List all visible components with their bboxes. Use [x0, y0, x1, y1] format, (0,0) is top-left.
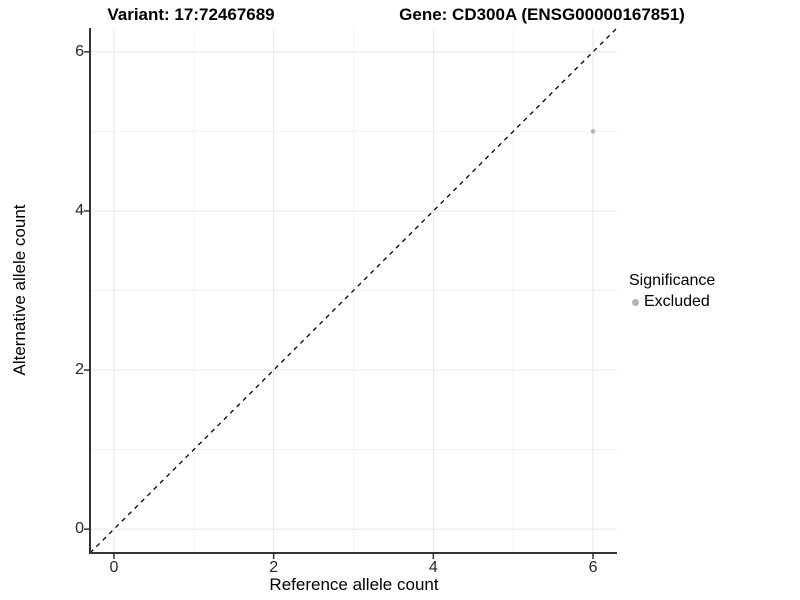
y-axis-title: Alternative allele count	[10, 204, 29, 376]
legend: Significance Excluded	[629, 272, 715, 311]
x-tick-label: 6	[588, 559, 598, 576]
y-tick-label: 2	[75, 361, 84, 379]
x-tick-label: 4	[428, 559, 438, 576]
x-axis-title: Reference allele count	[269, 575, 439, 594]
x-tick-label: 2	[269, 559, 279, 576]
y-tick-label: 0	[75, 520, 84, 538]
variant-title: Variant: 17:72467689	[107, 5, 275, 24]
legend-title: Significance	[629, 272, 716, 289]
data-point	[590, 129, 596, 134]
y-tick-label: 6	[75, 42, 84, 60]
identity-dashed-line	[89, 27, 618, 554]
y-tick-label: 4	[75, 201, 84, 219]
gene-title: Gene: CD300A (ENSG00000167851)	[399, 5, 685, 24]
legend-point-icon	[632, 298, 639, 306]
legend-item-label: Excluded	[644, 293, 710, 310]
x-tick-label: 0	[109, 559, 119, 576]
legend-item-excluded: Excluded	[629, 293, 715, 311]
